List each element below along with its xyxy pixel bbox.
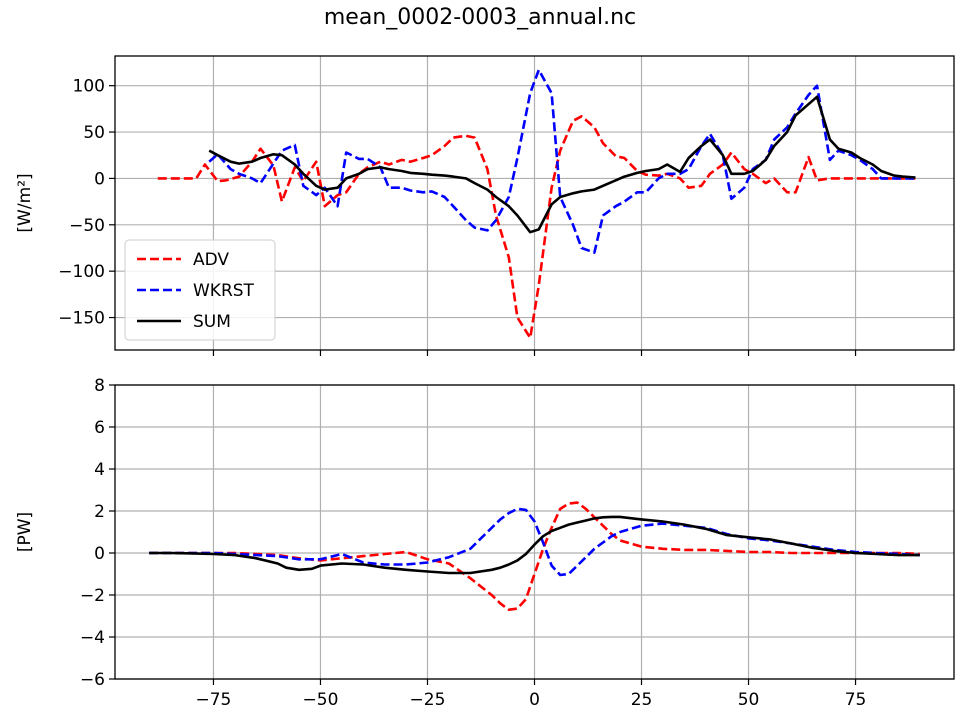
top-ytick-label: 50 — [83, 123, 105, 143]
bottom-ytick-label: 6 — [94, 418, 105, 438]
top-series-line-adv — [157, 115, 916, 340]
bottom-xtick-label: −75 — [196, 690, 232, 710]
top-series-line-wkrst — [208, 68, 916, 254]
bottom-ytick-label: 4 — [94, 460, 105, 480]
top-ytick-label: 0 — [94, 169, 105, 189]
top-panel-series — [157, 68, 916, 340]
top-panel-gridlines — [115, 56, 954, 350]
bottom-series-line-1 — [149, 507, 920, 577]
bottom-panel-ylabel: [PW] — [15, 512, 35, 552]
top-ytick-label: −50 — [69, 216, 105, 236]
legend-label-sum: SUM — [193, 312, 231, 332]
bottom-xtick-label: −25 — [410, 690, 446, 710]
bottom-ytick-label: −4 — [80, 628, 105, 648]
bottom-xtick-label: 75 — [845, 690, 867, 710]
top-ytick-label: 100 — [73, 77, 105, 97]
bottom-xtick-label: 25 — [631, 690, 653, 710]
bottom-panel-ticks: −75 −50 −25 0 25 50 75 −6 −4 −2 0 2 4 6 8 — [80, 376, 866, 710]
bottom-ytick-label: 8 — [94, 376, 105, 396]
bottom-ytick-label: −2 — [80, 586, 105, 606]
top-panel-legend: ADV WKRST SUM — [124, 239, 276, 341]
bottom-panel-series — [149, 501, 920, 611]
bottom-xtick-label: 0 — [529, 690, 540, 710]
figure-title: mean_0002-0003_annual.nc — [324, 5, 636, 30]
top-panel-heat-flux: −150 −100 −50 0 50 100 [W/m²] ADV WKRST SUM — [15, 55, 955, 356]
legend-label-adv: ADV — [193, 250, 229, 270]
bottom-xtick-label: 50 — [738, 690, 760, 710]
bottom-ytick-label: −6 — [80, 670, 105, 690]
bottom-panel-gridlines — [115, 384, 954, 680]
top-series-line-sum — [208, 95, 916, 234]
top-ytick-label: −100 — [58, 262, 105, 282]
top-panel-ylabel: [W/m²] — [15, 173, 35, 232]
legend-box — [124, 239, 276, 341]
bottom-series-line-2 — [149, 515, 920, 575]
bottom-ytick-label: 0 — [94, 544, 105, 564]
bottom-panel-transport: −75 −50 −25 0 25 50 75 −6 −4 −2 0 2 4 6 8 [PW] — [15, 376, 955, 710]
bottom-xtick-label: −50 — [303, 690, 339, 710]
legend-label-wkrst: WKRST — [193, 281, 255, 301]
bottom-ytick-label: 2 — [94, 502, 105, 522]
top-panel-ticks: −150 −100 −50 0 50 100 — [58, 77, 857, 356]
top-ytick-label: −150 — [58, 309, 105, 329]
